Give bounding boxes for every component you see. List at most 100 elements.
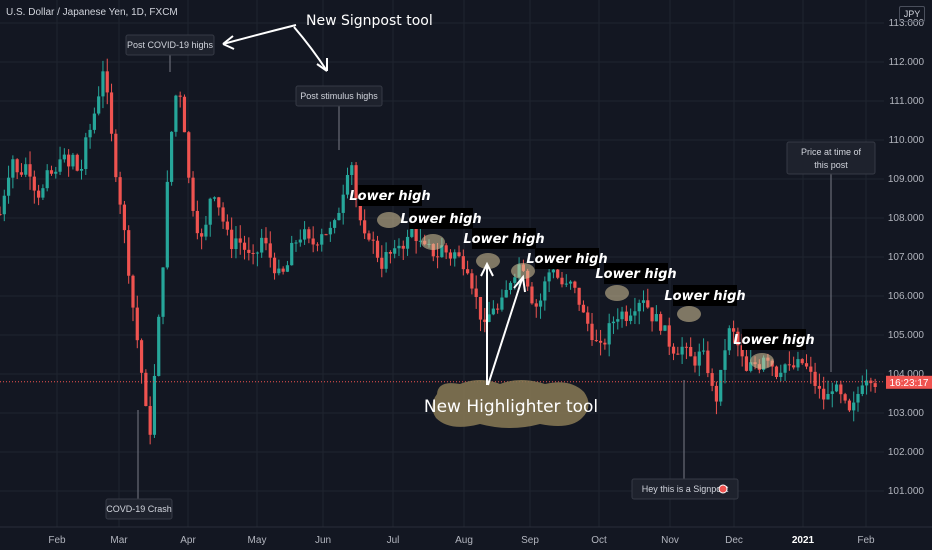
candle-body	[466, 269, 470, 274]
candle-body	[813, 371, 817, 386]
candle-body	[410, 225, 414, 237]
x-tick-label: Jul	[387, 535, 400, 546]
candle-body	[852, 402, 856, 411]
y-tick-label: 110.000	[889, 135, 925, 146]
candle-body	[779, 372, 783, 377]
candle	[15, 158, 19, 180]
highlighter-blob	[677, 306, 701, 322]
candle-body	[294, 242, 298, 244]
candle	[375, 235, 380, 263]
candle	[530, 282, 534, 305]
lower-high-box	[409, 208, 473, 229]
candle-body	[414, 225, 418, 242]
y-tick-label: 113.000	[889, 18, 925, 29]
candle	[311, 226, 315, 253]
candle-body	[740, 345, 744, 357]
candle	[200, 228, 204, 250]
candle-body	[556, 269, 560, 278]
candle	[230, 217, 234, 259]
candle-body	[611, 321, 616, 324]
candle-body	[384, 252, 388, 269]
candle-body	[139, 340, 144, 373]
candle	[204, 215, 208, 241]
arrowhead-up-right-icon	[513, 274, 526, 293]
candle-body	[526, 270, 530, 287]
candle-body	[594, 340, 598, 342]
candle	[234, 226, 238, 259]
candle	[607, 313, 611, 357]
candle-body	[577, 287, 581, 305]
candle-body	[298, 239, 302, 243]
lower-high-label: Lower high	[664, 289, 745, 304]
candle-body	[84, 137, 88, 170]
candle-body	[641, 300, 646, 303]
candle-body	[161, 267, 165, 317]
candle-body	[234, 238, 238, 250]
candle-body	[127, 230, 131, 276]
candle	[474, 275, 478, 309]
candle-body	[380, 257, 384, 269]
candle	[856, 386, 860, 412]
candle-body	[62, 154, 66, 160]
candle-body	[453, 252, 457, 259]
candle-body	[873, 383, 877, 387]
candle	[693, 351, 697, 373]
candle	[783, 363, 787, 381]
x-tick-label: Feb	[48, 535, 66, 546]
annotation-layer[interactable]: Post COVID-19 highs Post stimulus highs CO…	[0, 13, 884, 520]
candle-body	[440, 245, 444, 258]
x-tick-label: Feb	[857, 535, 875, 546]
candle	[457, 245, 461, 258]
candle	[624, 305, 628, 327]
candle	[92, 107, 96, 134]
candle	[328, 221, 332, 242]
candle-body	[187, 132, 191, 178]
lower-high-box	[604, 263, 668, 284]
candle-body	[830, 391, 834, 394]
candle-body	[285, 265, 290, 272]
candle	[731, 320, 736, 343]
candle-body	[71, 154, 75, 167]
candle	[165, 170, 169, 270]
candle-body	[573, 281, 577, 288]
candle	[418, 228, 423, 248]
candle-body	[461, 256, 465, 270]
candle-body	[680, 346, 684, 355]
candle-body	[165, 181, 169, 268]
highlighter-arrow-2	[487, 278, 523, 386]
candle-body	[277, 268, 281, 274]
candle-body	[500, 297, 504, 310]
x-tick-label: May	[248, 535, 267, 546]
candle	[212, 196, 217, 202]
candle-body	[92, 113, 96, 130]
candle-body	[122, 204, 127, 231]
candle	[238, 225, 242, 255]
candle-body	[272, 257, 277, 274]
time-axis[interactable]: Feb Mar Apr May Jun Jul Aug Sep Oct Nov Dec 2021 Feb	[0, 526, 932, 546]
candle	[174, 94, 178, 137]
candle-body	[260, 237, 264, 253]
candle-body	[182, 96, 187, 133]
candle-body	[97, 96, 101, 114]
candle-body	[607, 323, 611, 345]
y-tick-label: 106.000	[888, 291, 925, 302]
candlestick-series	[0, 58, 877, 445]
candle-body	[311, 238, 315, 245]
candle	[646, 288, 650, 309]
candle	[701, 338, 706, 355]
candle-body	[118, 177, 122, 205]
y-tick-label: 109.000	[888, 174, 925, 185]
candle-body	[603, 342, 607, 345]
lower-high-box	[535, 248, 599, 269]
candle	[581, 300, 586, 313]
candle	[491, 300, 495, 316]
candle	[384, 242, 388, 273]
price-axis[interactable]: 113.000 112.000 111.000 110.000 109.000 108.0…	[886, 18, 932, 497]
candle-body	[148, 406, 152, 435]
candle	[680, 337, 684, 364]
candle	[281, 266, 285, 275]
currency-badge[interactable]: JPY	[899, 6, 925, 22]
candle-body	[281, 268, 285, 272]
y-tick-label: 108.000	[888, 213, 925, 224]
